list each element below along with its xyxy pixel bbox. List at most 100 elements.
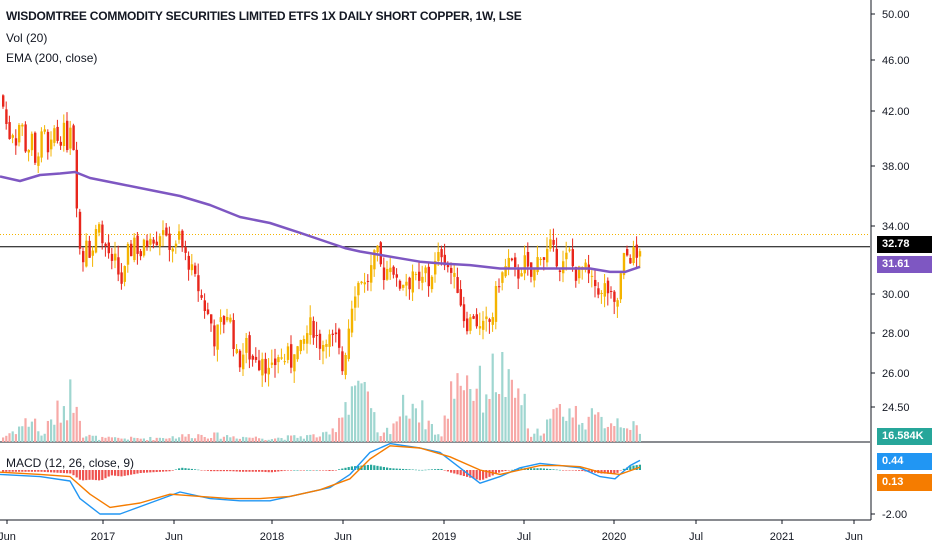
price-tick-label: 30.00 (882, 289, 910, 301)
volume-bar (258, 438, 261, 442)
volume-bar (107, 436, 110, 442)
volume-bar (315, 437, 318, 442)
macd-histogram-bar (277, 470, 280, 472)
macd-histogram-bar (370, 464, 373, 470)
volume-bar (603, 428, 606, 442)
macd-histogram-bar (85, 470, 88, 481)
candle-body (418, 271, 421, 281)
candle-body (222, 316, 226, 325)
candle-body (155, 241, 158, 246)
candle-body (149, 238, 152, 245)
candle-body (414, 273, 418, 275)
volume-legend[interactable]: Vol (20) (6, 31, 48, 45)
macd-histogram-bar (50, 470, 53, 473)
volume-bar (341, 417, 344, 442)
candle-body (526, 251, 530, 267)
volume-bar (82, 437, 85, 442)
volume-bar (539, 435, 542, 442)
volume-bar (123, 438, 126, 442)
volume-bar (322, 432, 325, 442)
volume-bar (478, 365, 481, 442)
volume-bar (318, 436, 321, 442)
macd-histogram-bar (46, 470, 49, 473)
candle-body (421, 276, 424, 283)
signal-badge: 0.13 (877, 474, 932, 491)
candle-body (402, 284, 405, 288)
volume-bar (494, 392, 497, 442)
macd-histogram-bar (82, 470, 85, 481)
volume-bar (66, 420, 69, 442)
macd-legend[interactable]: MACD (12, 26, close, 9) (6, 456, 135, 470)
macd-histogram-bar (245, 470, 248, 472)
volume-bar (120, 438, 123, 442)
candle-body (206, 309, 210, 314)
candle-body (91, 250, 94, 256)
candle-body (11, 135, 14, 138)
volume-bar (219, 438, 222, 442)
macd-histogram-bar (373, 465, 376, 470)
candle-body (331, 333, 334, 335)
candle-body (344, 355, 347, 375)
volume-bar (533, 433, 536, 442)
volume-bar (98, 439, 101, 442)
volume-bar (203, 436, 206, 442)
candle-body (75, 149, 78, 209)
volume-bar (546, 419, 549, 442)
macd-histogram-bar (21, 470, 24, 472)
ema-legend[interactable]: EMA (200, close) (6, 51, 98, 65)
time-tick-label: 2020 (602, 531, 626, 543)
candle-body (427, 266, 430, 287)
candle-body (379, 242, 382, 265)
candle-body (395, 274, 398, 278)
price-tick-label: 38.00 (882, 161, 910, 173)
macd-histogram-bar (424, 469, 427, 471)
time-tick-label: 2018 (260, 531, 284, 543)
macd-histogram-bar (302, 470, 305, 471)
volume-bar (590, 408, 593, 442)
candle-body (574, 266, 578, 281)
volume-bar (251, 437, 254, 442)
candle-body (200, 295, 203, 298)
volume-bar (485, 394, 488, 442)
candle-body (229, 317, 232, 322)
macd-histogram-bar (88, 470, 91, 480)
volume-bar (11, 431, 14, 442)
volume-bar (178, 437, 181, 442)
candle-body (261, 358, 264, 376)
macd-histogram-bar (574, 470, 577, 471)
volume-bar (456, 373, 459, 442)
macd-histogram-bar (338, 469, 341, 470)
volume-bar (405, 415, 408, 442)
macd-histogram-bar (126, 470, 129, 476)
volume-bar (69, 379, 72, 442)
macd-histogram-bar (94, 470, 97, 481)
price-tick-label: 46.00 (882, 55, 910, 67)
candle-body (341, 351, 344, 372)
candle-body (549, 239, 552, 249)
volume-bar (325, 431, 328, 442)
volume-bar (130, 436, 133, 442)
volume-bar (475, 388, 478, 442)
volume-bar (133, 437, 136, 442)
macd-histogram-bar (98, 470, 101, 481)
macd-histogram-bar (363, 465, 366, 470)
macd-histogram-bar (14, 470, 17, 472)
volume-bar (370, 408, 373, 442)
macd-histogram-bar (613, 470, 616, 474)
candle-body (66, 120, 69, 151)
volume-bar (216, 432, 219, 442)
macd-histogram-bar (37, 470, 40, 472)
candle-body (171, 248, 174, 252)
macd-histogram-bar (248, 470, 251, 472)
candle-body (293, 354, 296, 372)
volume-bar (578, 424, 581, 442)
macd-histogram-bar (341, 468, 344, 470)
macd-histogram-bar (430, 469, 433, 470)
volume-bar (414, 408, 417, 442)
candle-body (248, 335, 251, 360)
candle-body (434, 261, 437, 275)
candle-body (120, 272, 123, 284)
candle-body (437, 251, 440, 262)
candle-body (325, 343, 328, 347)
